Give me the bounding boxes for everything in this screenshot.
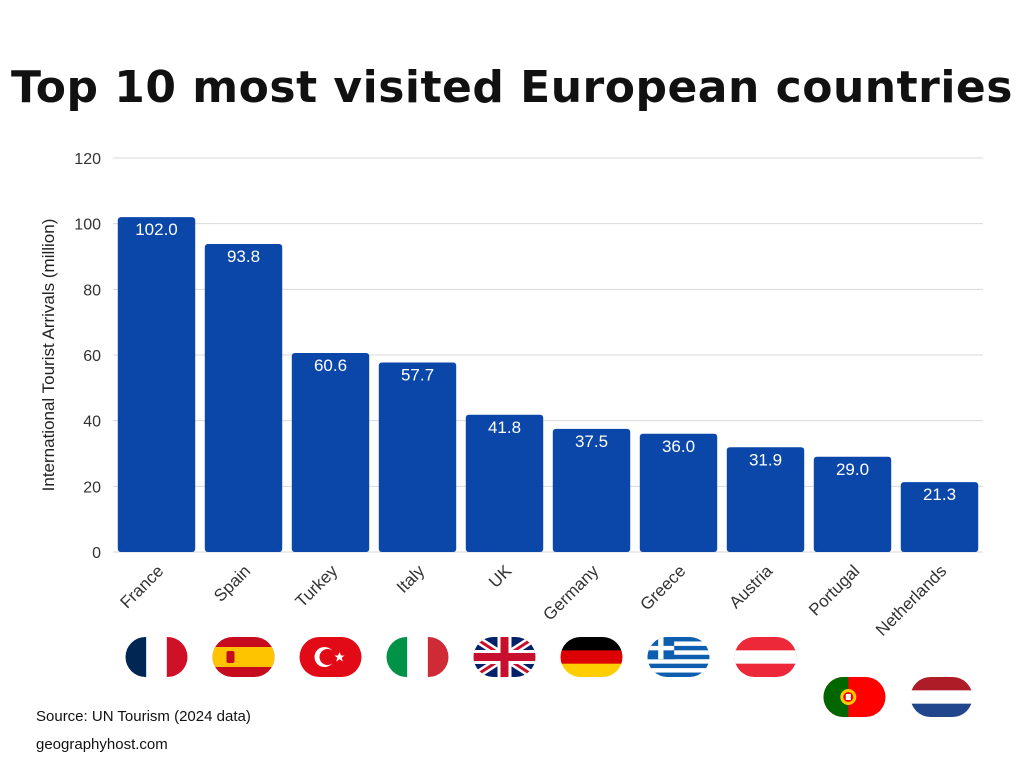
y-axis-label: International Tourist Arrivals (million) [39, 219, 58, 492]
bar-germany [552, 428, 631, 552]
x-category-label: France [116, 561, 167, 612]
y-tick-label: 40 [83, 414, 101, 431]
bar-value-label: 93.8 [227, 247, 260, 266]
flag-greece-icon [647, 637, 710, 677]
bar-france [117, 217, 196, 552]
bar-portugal [813, 456, 892, 552]
flag-portugal-icon [823, 677, 886, 717]
bar-greece [639, 433, 718, 552]
y-tick-label: 100 [74, 217, 101, 234]
x-category-label: Turkey [292, 561, 342, 611]
bar-value-labels: 102.0 93.8 60.6 57.7 41.8 37.5 36.0 31.9 29.0 21.… [135, 220, 956, 504]
bar-turkey [291, 353, 370, 552]
x-category-label: Portugal [805, 561, 863, 619]
flag-spain-icon [212, 637, 275, 677]
bar-value-label: 41.8 [488, 418, 521, 437]
flag-france-icon [125, 637, 188, 677]
flag-germany-icon [560, 637, 623, 677]
bar-value-label: 31.9 [749, 450, 782, 469]
flags [125, 637, 973, 717]
x-category-label: Netherlands [872, 561, 950, 639]
bar-value-label: 37.5 [575, 432, 608, 451]
x-axis-categories: France Spain Turkey Italy UK Germany Greece Aus… [116, 561, 950, 640]
bar-spain [204, 244, 283, 553]
x-category-label: Germany [539, 561, 602, 624]
bars [117, 217, 979, 553]
x-category-label: Italy [393, 561, 429, 597]
chart-title: Top 10 most visited European countries [11, 62, 1013, 113]
bar-value-label: 36.0 [662, 437, 695, 456]
bar-italy [378, 362, 457, 552]
bar-netherlands [900, 482, 979, 552]
bar-value-label: 29.0 [836, 460, 869, 479]
y-tick-label: 20 [83, 479, 101, 496]
x-category-label: Spain [210, 561, 254, 605]
y-tick-label: 120 [74, 151, 101, 168]
y-tick-label: 80 [83, 282, 101, 299]
bar-value-label: 57.7 [401, 366, 434, 385]
bar-uk [465, 414, 544, 552]
y-axis-ticks: 0 20 40 60 80 100 120 [74, 151, 101, 562]
y-tick-label: 0 [92, 545, 101, 562]
x-category-label: Greece [636, 561, 689, 614]
flag-italy-icon [386, 637, 449, 677]
flag-netherlands-icon [910, 677, 973, 717]
bar-value-label: 102.0 [135, 220, 178, 239]
flag-austria-icon [734, 637, 797, 677]
bar-value-label: 60.6 [314, 356, 347, 375]
bar-austria [726, 447, 805, 552]
y-tick-label: 60 [83, 348, 101, 365]
x-category-label: Austria [725, 561, 776, 612]
site-credit: geographyhost.com [36, 736, 168, 753]
flag-uk-icon [473, 637, 536, 677]
flag-turkey-icon [299, 637, 362, 677]
source-note: Source: UN Tourism (2024 data) [36, 708, 251, 725]
x-category-label: UK [485, 561, 516, 592]
bar-value-label: 21.3 [923, 485, 956, 504]
